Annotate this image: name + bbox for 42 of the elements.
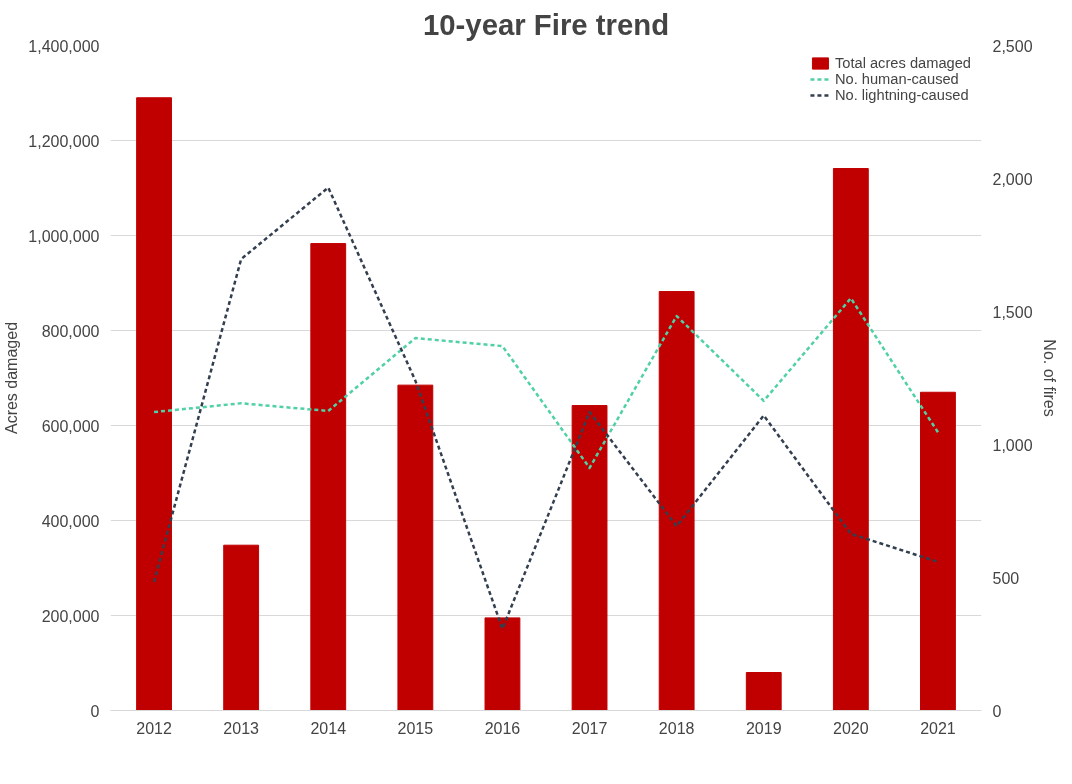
bar — [484, 617, 521, 711]
bar — [745, 672, 782, 711]
x-tick-label: 2019 — [745, 719, 782, 737]
bar — [310, 243, 347, 711]
x-tick-label: 2015 — [397, 719, 434, 737]
y2-tick-label: 1,500 — [992, 303, 1033, 321]
bar — [658, 291, 695, 711]
y2-tick-label: 1,000 — [992, 436, 1033, 454]
y-tick-label: 1,200,000 — [28, 132, 100, 150]
bar — [397, 384, 434, 711]
y-tick-label: 200,000 — [41, 607, 100, 625]
x-tick-label: 2012 — [136, 719, 172, 737]
x-tick-label: 2017 — [571, 719, 608, 737]
y2-tick-label: 500 — [992, 569, 1020, 587]
bar — [223, 544, 260, 711]
y-axis-title: Acres damaged — [3, 321, 21, 435]
y-tick-label: 400,000 — [41, 512, 100, 530]
y-tick-label: 800,000 — [41, 322, 100, 340]
y-tick-label: 1,400,000 — [28, 37, 100, 55]
y2-axis-title: No. of fires — [1040, 339, 1058, 417]
y2-tick-label: 0 — [992, 702, 1002, 720]
chart-title: 10-year Fire trend — [422, 7, 670, 41]
x-tick-label: 2016 — [484, 719, 521, 737]
x-tick-label: 2018 — [658, 719, 695, 737]
y2-tick-label: 2,500 — [992, 37, 1033, 55]
bar — [136, 97, 172, 711]
y-tick-label: 0 — [90, 702, 100, 720]
line-series — [152, 186, 940, 631]
legend-label: No. human-caused — [834, 71, 959, 87]
bar — [571, 405, 608, 711]
x-tick-label: 2021 — [920, 719, 956, 737]
y2-tick-label: 2,000 — [992, 170, 1033, 188]
y-tick-label: 1,000,000 — [28, 227, 100, 245]
legend-label: No. lightning-caused — [834, 87, 969, 103]
x-tick-label: 2014 — [310, 719, 347, 737]
x-tick-label: 2013 — [223, 719, 260, 737]
y-tick-label: 600,000 — [41, 417, 100, 435]
line-series — [152, 296, 940, 470]
legend-label: Total acres damaged — [834, 55, 971, 71]
bar — [832, 168, 869, 711]
x-tick-label: 2020 — [833, 719, 869, 737]
bar — [920, 391, 956, 711]
